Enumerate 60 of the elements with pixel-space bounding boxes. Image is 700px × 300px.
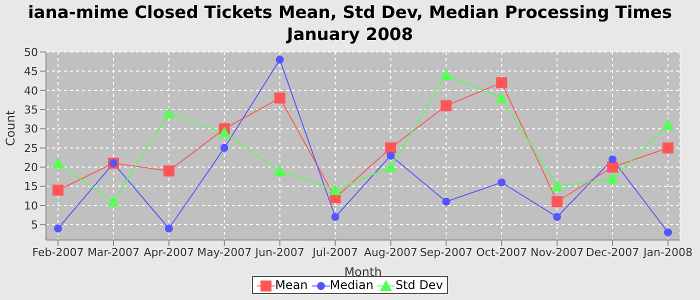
y-tick-label: 50: [24, 46, 38, 59]
point: [662, 118, 674, 130]
point: [385, 142, 396, 154]
x-tick-label: Nov-2007: [530, 246, 584, 259]
point: [553, 212, 562, 221]
point: [54, 224, 62, 232]
y-tick-label: 25: [24, 142, 38, 155]
legend-label: Median: [328, 278, 374, 292]
y-tick-label: 35: [24, 103, 38, 116]
x-tick-label: Dec-2007: [586, 246, 640, 259]
point: [384, 161, 397, 172]
point: [662, 142, 674, 154]
y-tick-label: 5: [31, 218, 38, 232]
x-tick-label: Jan-2008: [642, 246, 692, 259]
point: [552, 196, 563, 208]
x-tick-label: Oct-2007: [476, 246, 528, 259]
y-tick-label: 15: [24, 180, 38, 194]
point: [440, 100, 452, 112]
point: [386, 152, 395, 160]
x-tick-label: Jun-2007: [254, 246, 304, 259]
point: [162, 107, 175, 118]
chart-title: iana-mime Closed Tickets Mean, Std Dev, Median Processing Times January 2008: [26, 2, 674, 46]
point: [496, 92, 508, 104]
x-tick-label: Feb-2007: [32, 246, 84, 259]
x-tick-label: Aug-2007: [364, 246, 418, 259]
legend-label: Mean: [274, 278, 308, 292]
point: [331, 212, 340, 221]
y-tick-label: 45: [24, 65, 38, 78]
x-tick-label: Apr-2007: [144, 246, 194, 259]
point: [329, 184, 342, 196]
point: [107, 196, 120, 207]
point: [608, 155, 617, 164]
x-tick-label: May-2007: [197, 246, 252, 259]
point: [274, 164, 286, 176]
point: [220, 144, 228, 152]
x-tick-label: Jul-2007: [312, 246, 358, 259]
y-tick-label: 20: [24, 161, 38, 174]
x-tick-label: Sep-2007: [420, 246, 473, 259]
point: [52, 184, 64, 196]
point: [163, 165, 174, 176]
y-axis-title: Count: [3, 110, 18, 146]
point: [276, 56, 284, 64]
point: [52, 157, 64, 168]
point: [551, 180, 564, 192]
point: [606, 172, 619, 184]
point: [274, 92, 286, 104]
point: [218, 126, 230, 138]
point: [440, 69, 452, 80]
point: [498, 178, 506, 186]
point: [496, 77, 508, 88]
point: [664, 228, 672, 236]
legend-label: Std Dev: [394, 278, 443, 292]
y-tick-label: 10: [24, 199, 38, 212]
x-axis-title: Month: [344, 265, 382, 279]
y-tick-label: 30: [24, 122, 38, 136]
point: [442, 198, 450, 206]
point: [607, 162, 618, 173]
y-tick-label: 40: [24, 84, 38, 98]
point: [164, 224, 173, 232]
x-tick-label: Mar-2007: [87, 246, 140, 259]
